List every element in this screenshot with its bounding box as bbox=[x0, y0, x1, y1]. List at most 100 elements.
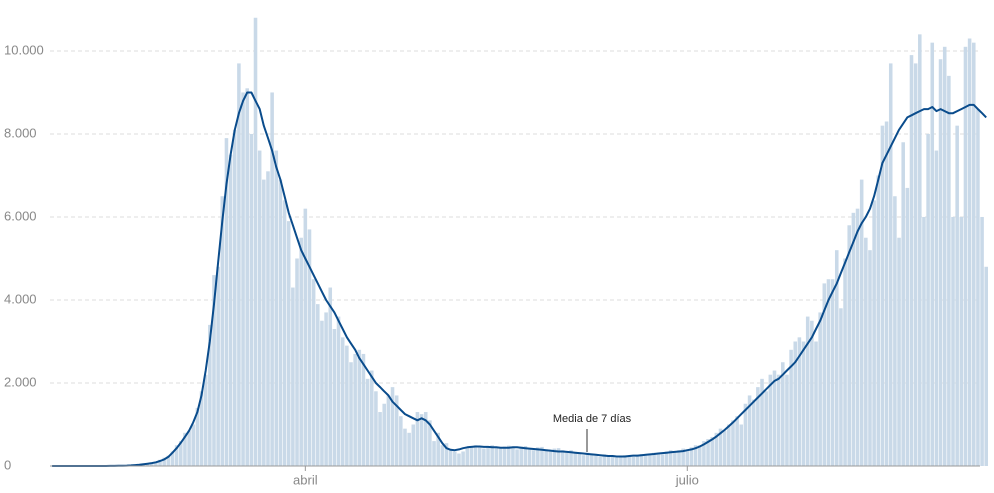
bar bbox=[382, 403, 386, 466]
bar bbox=[805, 316, 810, 466]
bar bbox=[826, 279, 831, 466]
bar bbox=[859, 179, 864, 466]
bar bbox=[523, 446, 528, 466]
bar bbox=[839, 308, 843, 466]
bar bbox=[864, 237, 868, 466]
bar bbox=[673, 451, 677, 466]
bar bbox=[187, 430, 191, 466]
bar bbox=[656, 452, 661, 466]
bar bbox=[407, 432, 411, 466]
bar bbox=[918, 34, 922, 466]
bar bbox=[934, 150, 939, 467]
bar bbox=[660, 454, 665, 466]
bar bbox=[519, 446, 524, 466]
bar bbox=[179, 441, 183, 466]
bar bbox=[403, 428, 407, 466]
bar bbox=[951, 216, 955, 466]
bar bbox=[270, 92, 274, 467]
bar bbox=[963, 46, 968, 466]
bar bbox=[652, 452, 656, 466]
bar bbox=[743, 403, 748, 466]
bar bbox=[735, 416, 739, 466]
bar bbox=[411, 424, 416, 466]
bar bbox=[797, 337, 802, 466]
bar bbox=[751, 399, 756, 466]
bar bbox=[527, 448, 532, 466]
bar bbox=[888, 63, 893, 466]
bar bbox=[868, 250, 872, 466]
annotation: Media de 7 días bbox=[553, 413, 632, 425]
bar bbox=[560, 450, 565, 466]
bar bbox=[565, 452, 569, 466]
bar bbox=[822, 283, 827, 466]
bar bbox=[353, 353, 357, 466]
bar bbox=[220, 196, 225, 466]
bar bbox=[880, 125, 885, 466]
bar bbox=[685, 449, 690, 466]
bar bbox=[291, 287, 295, 466]
bar bbox=[286, 221, 291, 466]
bar bbox=[224, 138, 229, 466]
bar bbox=[145, 463, 150, 466]
bar bbox=[594, 455, 598, 466]
bar bbox=[938, 59, 943, 467]
bar bbox=[818, 312, 822, 466]
bar bbox=[577, 453, 582, 466]
bar bbox=[241, 92, 245, 467]
bar bbox=[693, 445, 698, 466]
bar bbox=[253, 17, 258, 466]
bar bbox=[502, 446, 507, 466]
bar bbox=[486, 446, 490, 466]
bar bbox=[432, 441, 436, 466]
bar bbox=[581, 455, 586, 466]
bar bbox=[834, 250, 839, 466]
bar bbox=[536, 447, 540, 466]
bar bbox=[706, 439, 710, 466]
bar bbox=[764, 391, 768, 466]
bar bbox=[801, 341, 806, 466]
bar bbox=[590, 453, 594, 466]
bar bbox=[598, 456, 602, 466]
bar bbox=[295, 258, 299, 466]
bar bbox=[614, 457, 619, 466]
bar bbox=[814, 341, 818, 466]
bar bbox=[639, 453, 644, 466]
bar bbox=[585, 452, 590, 466]
bar bbox=[195, 407, 200, 466]
bar bbox=[606, 455, 611, 466]
bar bbox=[976, 109, 980, 466]
bar bbox=[635, 454, 640, 466]
bar bbox=[955, 125, 959, 466]
bar bbox=[930, 42, 935, 467]
bar bbox=[731, 420, 735, 466]
bar bbox=[332, 329, 337, 466]
bar bbox=[473, 445, 478, 466]
bar bbox=[714, 432, 719, 466]
bar bbox=[893, 196, 897, 466]
x-tick-label: abril bbox=[293, 472, 318, 487]
bar bbox=[378, 412, 382, 466]
bar bbox=[984, 266, 989, 466]
bar bbox=[681, 448, 685, 466]
bar bbox=[511, 447, 515, 466]
bar bbox=[282, 200, 287, 466]
x-tick-label: julio bbox=[675, 472, 699, 487]
bar bbox=[369, 370, 374, 466]
bar bbox=[697, 445, 702, 466]
bar bbox=[843, 258, 847, 466]
bar bbox=[727, 424, 731, 466]
bar bbox=[909, 55, 914, 467]
bar bbox=[855, 208, 860, 466]
bar bbox=[311, 279, 316, 466]
average-line bbox=[52, 91, 987, 467]
bar bbox=[361, 353, 366, 466]
bar bbox=[320, 320, 324, 466]
bar bbox=[913, 63, 918, 466]
bar bbox=[851, 212, 856, 466]
bar bbox=[444, 443, 449, 466]
bar bbox=[789, 349, 793, 466]
bar bbox=[345, 345, 349, 466]
bar bbox=[232, 129, 237, 466]
bar bbox=[540, 446, 544, 466]
